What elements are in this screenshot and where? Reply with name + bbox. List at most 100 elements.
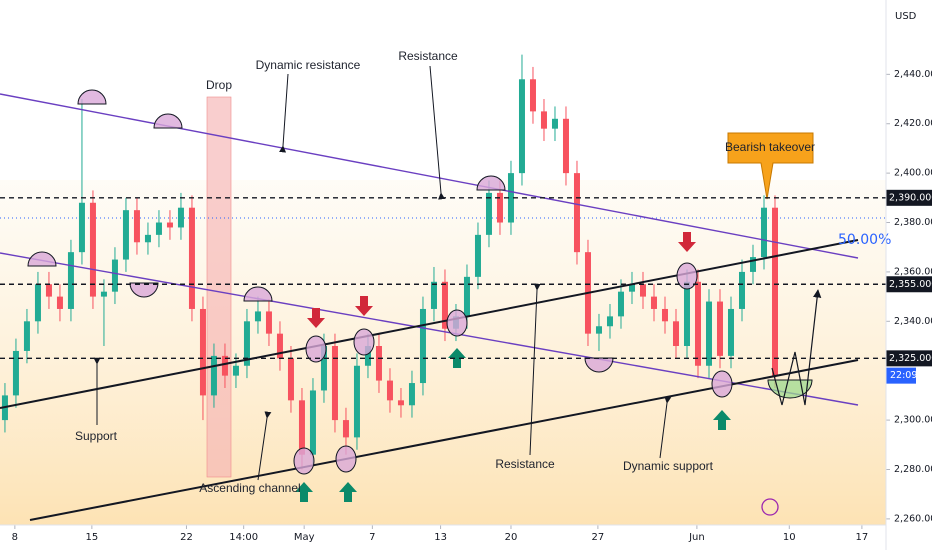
candle-body [463,276,470,317]
y-tick-label: 2,260.000 [894,513,932,524]
candle-body [56,296,63,309]
touch-circle [676,262,698,290]
candle-body [661,308,668,322]
up-arrow [448,348,466,368]
level-badge [886,350,932,367]
candle-body [133,210,140,243]
candle-body [672,321,679,347]
up-arrow [713,410,731,430]
down-arrow [678,232,696,252]
candle-body [749,257,756,272]
level-badge [886,189,932,206]
half-circle [476,175,506,191]
up-arrow [339,482,357,502]
half-circle [584,357,614,373]
touch-circle [335,445,357,473]
y-tick-label: 2,300.000 [894,415,932,426]
x-tick-label: 22 [180,532,193,543]
candle-body [221,355,228,376]
pointer [279,73,289,153]
candle-body [507,173,514,223]
arrows [93,65,822,516]
projection [771,289,822,406]
candle-body [650,296,657,309]
annotation: Dynamic support [623,459,714,473]
pointer [257,411,272,481]
x-tick-label: 20 [505,532,518,543]
candle-body [67,252,74,309]
candle-body [496,192,503,223]
annotation: Ascending channel [199,481,300,495]
half-circle [243,286,273,302]
candle-body [342,420,349,438]
candle-body [595,326,602,334]
candle-body [716,301,723,356]
candle-body [100,291,107,297]
candle-body [287,358,294,401]
candle-body [551,118,558,129]
level-badge [886,276,932,293]
candle-body [364,346,371,366]
candle-body [331,346,338,421]
shade [0,180,886,525]
candle-body [265,311,272,334]
callout-box [727,132,814,200]
candle-body [727,308,734,356]
down-arrow [355,296,373,316]
markers [27,89,733,475]
y-tick-label: 2,380.000 [894,217,932,228]
candle-body [738,271,745,309]
y-tick-label: 2,440.000 [894,69,932,80]
y-tick-label: 2,400.000 [894,168,932,179]
candle-body [573,173,580,253]
candles [1,54,778,470]
candle-body [188,207,195,309]
level-label: 2,355.000 [889,279,932,290]
candle-body [122,210,129,260]
candle-body [397,400,404,406]
touch-circle [293,447,315,475]
touch-circle [711,370,733,398]
touch-circle [353,328,375,356]
touch-circle [305,335,327,363]
half-circle [27,251,57,267]
pointer [429,65,446,200]
candle-body [23,321,30,351]
candle-body [474,234,481,277]
candle-body [606,316,613,327]
half-circle [77,89,107,105]
candle-body [518,79,525,174]
countdown-badge [886,367,916,384]
down-arrow [307,308,325,328]
annotation: Support [75,429,118,443]
candle-body [419,308,426,384]
x-tick-label: 17 [856,532,869,543]
x-tick-label: Jun [688,532,705,543]
candle-body [78,202,85,253]
y-tick-label: 2,420.000 [894,118,932,129]
candle-body [320,346,327,391]
candle-body [760,207,767,258]
candle-body [540,111,547,129]
candle-body [485,192,492,235]
x-tick-label: May [294,532,315,543]
y-tick-label: 2,280.000 [894,464,932,475]
candle-body [771,207,778,376]
candle-body [386,380,393,401]
candle-body [45,284,52,297]
annotation: Drop [206,78,232,92]
candle-body [210,355,217,396]
candle-body [375,346,382,381]
candle-body [705,301,712,366]
candle-body [529,79,536,112]
annotation: Dynamic resistance [256,58,361,72]
x-tick-label: 10 [783,532,796,543]
candle-body [166,222,173,228]
candle-body [441,281,448,329]
candle-body [276,333,283,359]
pointer [529,283,541,456]
candle-body [298,400,305,455]
overlay: 2,390.000 2,355.000 2,325.000 22:09 50.00% Dr… [0,49,932,495]
touch-circle [446,309,468,337]
